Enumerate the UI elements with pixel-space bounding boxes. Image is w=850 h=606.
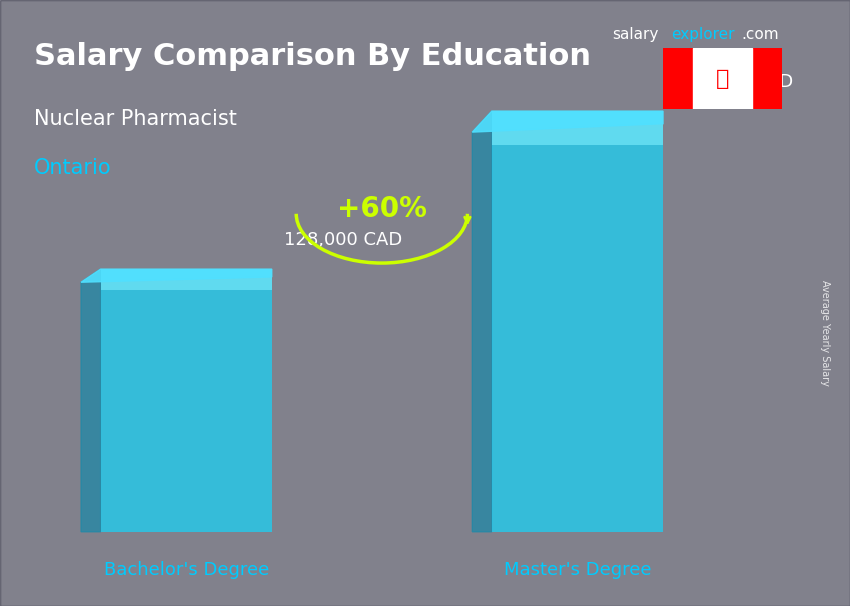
Bar — [752, 48, 782, 109]
Bar — [663, 48, 693, 109]
Polygon shape — [81, 269, 100, 532]
Text: Salary Comparison By Education: Salary Comparison By Education — [34, 42, 591, 72]
Text: explorer: explorer — [671, 27, 734, 42]
Text: 🍁: 🍁 — [716, 68, 729, 89]
Bar — [492, 111, 663, 145]
Text: Master's Degree: Master's Degree — [504, 561, 651, 579]
Text: .com: .com — [741, 27, 779, 42]
Text: Bachelor's Degree: Bachelor's Degree — [104, 561, 269, 579]
Text: salary: salary — [612, 27, 659, 42]
Text: Nuclear Pharmacist: Nuclear Pharmacist — [34, 109, 237, 129]
Polygon shape — [473, 111, 492, 532]
Text: Ontario: Ontario — [34, 158, 111, 178]
Polygon shape — [81, 269, 272, 282]
Bar — [492, 111, 663, 532]
Text: 128,000 CAD: 128,000 CAD — [284, 231, 402, 250]
Polygon shape — [473, 111, 663, 132]
Text: Average Yearly Salary: Average Yearly Salary — [819, 281, 830, 386]
Text: +60%: +60% — [337, 195, 427, 223]
Bar — [693, 48, 752, 109]
Text: 205,000 CAD: 205,000 CAD — [675, 73, 794, 92]
Bar — [100, 269, 272, 532]
Bar — [100, 269, 272, 290]
